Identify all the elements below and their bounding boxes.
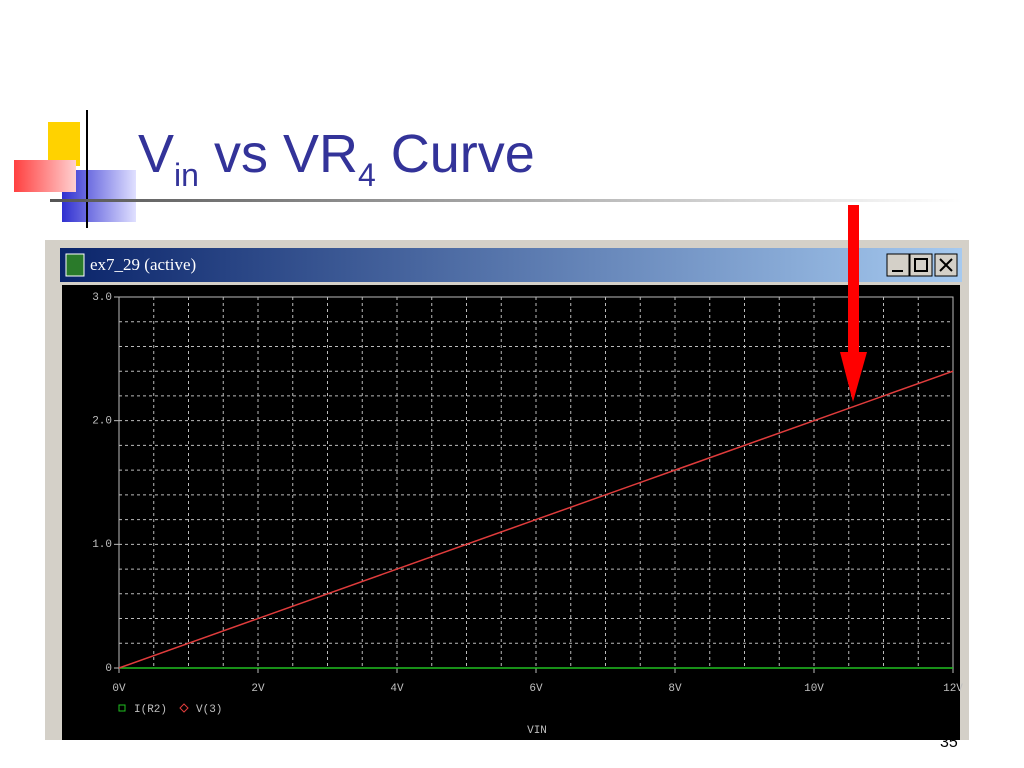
title-part: Curve: [375, 124, 535, 184]
arrow-head: [840, 352, 867, 402]
legend-symbol: [179, 703, 189, 713]
title-rule: [50, 199, 962, 202]
y-tick-label: 3.0: [92, 292, 112, 304]
y-tick-label: 2.0: [92, 416, 112, 428]
deco: [14, 160, 76, 192]
maximize-button[interactable]: [909, 253, 933, 277]
x-tick-label: 10V: [804, 683, 824, 695]
title-part: vs VR: [198, 124, 358, 184]
window-icon: [65, 253, 85, 277]
title-subscript: in: [174, 157, 199, 193]
arrow: [848, 205, 859, 355]
title-subscript: 4: [357, 157, 376, 193]
legend-label: V(3): [196, 704, 222, 716]
y-tick-label: 0: [105, 663, 112, 675]
x-tick-label: 4V: [390, 683, 404, 695]
page-number: 35: [940, 734, 958, 751]
x-tick-label: 6V: [529, 683, 543, 695]
x-tick-label: 8V: [668, 683, 682, 695]
y-tick-label: 1.0: [92, 539, 112, 551]
deco: [48, 122, 80, 166]
legend-label: I(R2): [134, 704, 167, 716]
window-title: ex7_29 (active): [90, 255, 196, 274]
slide-title: Vin vs VR4 Curve: [138, 122, 535, 191]
window-buttons[interactable]: [886, 253, 958, 277]
title-part: V: [138, 124, 175, 184]
x-tick-label: 0V: [112, 683, 126, 695]
chart: 0 1.0 2.0 3.0 0V 2V 4V 6V 8V 10V 12V VIN I(R2) V(3): [92, 292, 963, 737]
plot-window: [62, 285, 960, 740]
legend-symbol: [118, 704, 126, 712]
minimize-button[interactable]: [886, 253, 910, 277]
x-axis-label: VIN: [527, 725, 547, 737]
x-tick-label: 2V: [251, 683, 265, 695]
x-tick-label: 12V: [943, 683, 963, 695]
title-bar: [60, 248, 962, 282]
series-line: [118, 370, 954, 669]
